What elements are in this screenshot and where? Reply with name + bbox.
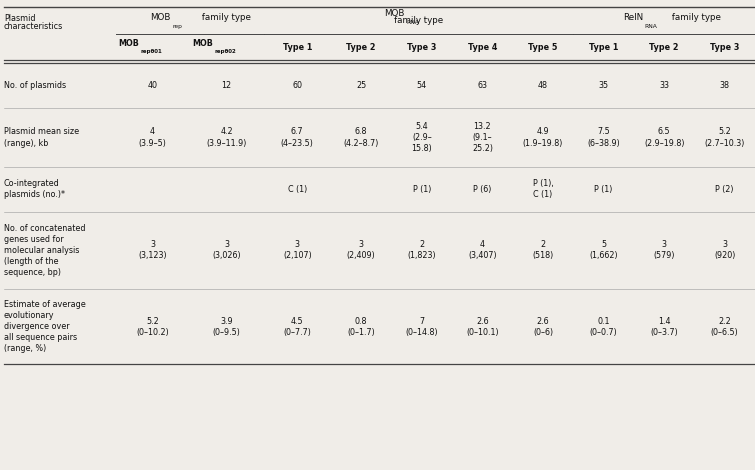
- Text: Type 1: Type 1: [589, 42, 618, 52]
- Text: 3
(2,409): 3 (2,409): [347, 240, 375, 260]
- Text: 4
(3.9–5): 4 (3.9–5): [139, 127, 166, 148]
- Text: 2.6
(0–10.1): 2.6 (0–10.1): [466, 317, 499, 337]
- Text: P (2): P (2): [716, 185, 734, 194]
- Text: 3.9
(0–9.5): 3.9 (0–9.5): [213, 317, 241, 337]
- Text: 0.1
(0–0.7): 0.1 (0–0.7): [590, 317, 618, 337]
- Text: 2.2
(0–6.5): 2.2 (0–6.5): [711, 317, 738, 337]
- Text: repθ02: repθ02: [214, 49, 236, 55]
- Text: No. of concatenated
genes used for
molecular analysis
(length of the
sequence, b: No. of concatenated genes used for molec…: [4, 224, 85, 277]
- Text: 4
(3,407): 4 (3,407): [468, 240, 497, 260]
- Text: Type 3: Type 3: [407, 42, 436, 52]
- Text: No. of plasmids: No. of plasmids: [4, 81, 66, 90]
- Text: 54: 54: [417, 81, 427, 90]
- Text: Estimate of average
evolutionary
divergence over
all sequence pairs
(range, %): Estimate of average evolutionary diverge…: [4, 300, 85, 353]
- Text: repθ01: repθ01: [140, 49, 162, 55]
- Text: Type 2: Type 2: [347, 42, 376, 52]
- Text: 38: 38: [720, 81, 730, 90]
- Text: P (6): P (6): [473, 185, 492, 194]
- Text: 60: 60: [292, 81, 302, 90]
- Text: RNA: RNA: [645, 24, 658, 30]
- Text: 5.4
(2.9–
15.8): 5.4 (2.9– 15.8): [411, 122, 432, 153]
- Text: 3
(2,107): 3 (2,107): [283, 240, 312, 260]
- Text: RelN: RelN: [623, 13, 643, 22]
- Text: 5.2
(2.7–10.3): 5.2 (2.7–10.3): [704, 127, 745, 148]
- Text: MOB: MOB: [118, 39, 139, 47]
- Text: 0.8
(0–1.7): 0.8 (0–1.7): [347, 317, 375, 337]
- Text: 48: 48: [538, 81, 548, 90]
- Text: P (1),
C (1): P (1), C (1): [532, 179, 553, 199]
- Text: 4.5
(0–7.7): 4.5 (0–7.7): [283, 317, 311, 337]
- Text: family type: family type: [199, 13, 251, 22]
- Text: 3
(3,026): 3 (3,026): [212, 240, 241, 260]
- Text: MOB: MOB: [150, 13, 171, 22]
- Text: Type 1: Type 1: [282, 42, 312, 52]
- Text: rep: rep: [172, 24, 182, 30]
- Text: 6.7
(4–23.5): 6.7 (4–23.5): [281, 127, 313, 148]
- Text: 5.2
(0–10.2): 5.2 (0–10.2): [136, 317, 169, 337]
- Text: 2.6
(0–6): 2.6 (0–6): [533, 317, 553, 337]
- Text: 6.5
(2.9–19.8): 6.5 (2.9–19.8): [644, 127, 684, 148]
- Text: 2
(518): 2 (518): [532, 240, 553, 260]
- Text: 35: 35: [599, 81, 609, 90]
- Text: family type: family type: [394, 16, 443, 24]
- Text: Plasmid: Plasmid: [4, 14, 35, 24]
- Text: 63: 63: [477, 81, 488, 90]
- Text: 12: 12: [221, 81, 232, 90]
- Text: 4.2
(3.9–11.9): 4.2 (3.9–11.9): [206, 127, 247, 148]
- Text: MOB: MOB: [192, 39, 213, 47]
- Text: 3
(579): 3 (579): [653, 240, 675, 260]
- Text: 3
(920): 3 (920): [714, 240, 735, 260]
- Text: Type 5: Type 5: [528, 42, 558, 52]
- Text: 5
(1,662): 5 (1,662): [589, 240, 618, 260]
- Text: MOB: MOB: [384, 8, 405, 17]
- Text: Type 2: Type 2: [649, 42, 679, 52]
- Text: 3
(3,123): 3 (3,123): [138, 240, 167, 260]
- Text: 7.5
(6–38.9): 7.5 (6–38.9): [587, 127, 620, 148]
- Text: characteristics: characteristics: [4, 22, 63, 31]
- Text: 33: 33: [659, 81, 669, 90]
- Text: P (1): P (1): [412, 185, 431, 194]
- Text: Type 4: Type 4: [467, 42, 497, 52]
- Text: 7
(0–14.8): 7 (0–14.8): [405, 317, 438, 337]
- Text: 4.9
(1.9–19.8): 4.9 (1.9–19.8): [522, 127, 563, 148]
- Text: 40: 40: [147, 81, 158, 90]
- Text: 1.4
(0–3.7): 1.4 (0–3.7): [650, 317, 678, 337]
- Text: 13.2
(9.1–
25.2): 13.2 (9.1– 25.2): [472, 122, 493, 153]
- Text: family type: family type: [670, 13, 721, 22]
- Text: P (1): P (1): [594, 185, 613, 194]
- Text: C (1): C (1): [288, 185, 307, 194]
- Text: 25: 25: [356, 81, 366, 90]
- Text: 2
(1,823): 2 (1,823): [408, 240, 436, 260]
- Text: Plasmid mean size
(range), kb: Plasmid mean size (range), kb: [4, 127, 79, 148]
- Text: 6.8
(4.2–8.7): 6.8 (4.2–8.7): [344, 127, 379, 148]
- Text: Co-integrated
plasmids (no.)*: Co-integrated plasmids (no.)*: [4, 179, 65, 199]
- Text: RNA: RNA: [406, 20, 419, 25]
- Text: Type 3: Type 3: [710, 42, 739, 52]
